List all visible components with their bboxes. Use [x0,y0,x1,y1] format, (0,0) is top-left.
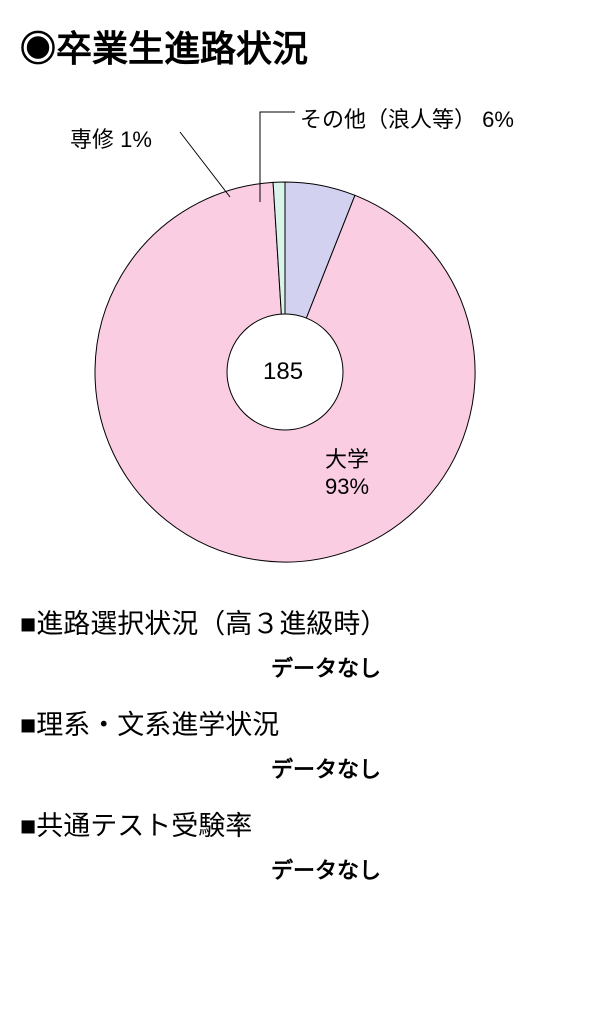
section-value: データなし [20,651,582,683]
main-title: ◉卒業生進路状況 [0,0,602,72]
section-value: データなし [20,853,582,885]
slice-label: その他（浪人等） 6% [300,102,514,134]
section-title: ■共通テスト受験率 [20,804,582,843]
info-sections: ■進路選択状況（高３進級時）データなし■理系・文系進学状況データなし■共通テスト… [0,602,602,885]
section-title: ■進路選択状況（高３進級時） [20,602,582,641]
section-item: ■共通テスト受験率データなし [20,804,582,885]
slice-label: 専修 1% [70,122,152,154]
leader-line [180,132,230,197]
section-item: ■理系・文系進学状況データなし [20,703,582,784]
section-item: ■進路選択状況（高３進級時） データなし [20,602,582,683]
section-value: データなし [20,752,582,784]
donut-center-label: 185 [263,358,303,386]
section-title: ■理系・文系進学状況 [20,703,582,742]
donut-chart-container: その他（浪人等） 6% 大学93% 専修 1% 185 [0,72,602,602]
slice-label: 大学93% [325,442,369,500]
